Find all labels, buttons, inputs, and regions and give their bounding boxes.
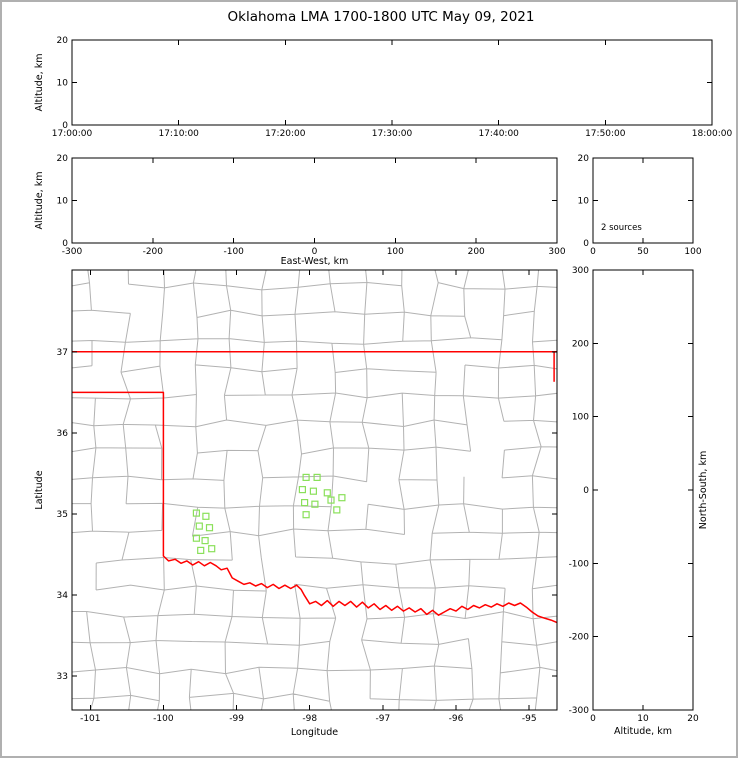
x-tick-label: 0	[590, 247, 596, 257]
x-tick-label: 18:00:00	[692, 129, 733, 139]
state-border	[72, 391, 557, 624]
y-tick-label: 33	[57, 672, 68, 682]
y-axis-label: Latitude	[34, 470, 45, 509]
x-tick-label: 300	[548, 247, 565, 257]
y-tick-label: 10	[57, 79, 69, 89]
figure-title: Oklahoma LMA 1700-1800 UTC May 09, 2021	[227, 9, 535, 25]
panel-border	[592, 157, 694, 244]
county-borders	[72, 270, 557, 710]
lma-source-marker	[202, 512, 210, 520]
lma-source-marker	[323, 489, 331, 497]
x-tick-label: 17:30:00	[372, 129, 413, 139]
plot-area-time-altitude[interactable]	[72, 40, 712, 125]
lma-source-marker	[309, 487, 317, 495]
x-axis-label: Altitude, km	[614, 726, 672, 737]
y-tick-label: 20	[57, 154, 69, 164]
x-tick-label: -95	[522, 714, 537, 724]
lma-source-marker	[195, 522, 203, 530]
x-tick-label: 17:10:00	[158, 129, 199, 139]
x-tick-label: -200	[143, 247, 164, 257]
x-tick-label: 17:00:00	[52, 129, 93, 139]
panel-border	[71, 157, 558, 244]
y-tick-label: 0	[583, 239, 589, 249]
lma-source-marker	[205, 524, 214, 532]
x-tick-label: 0	[590, 714, 596, 724]
x-tick-label: 17:40:00	[478, 129, 519, 139]
x-tick-label: -300	[62, 247, 83, 257]
x-axis-label: Longitude	[291, 727, 338, 738]
panel-alt-histogram: 0 50 100 0 10 20 2 sources	[578, 154, 702, 257]
plot-area-ns-altitude[interactable]	[593, 270, 693, 710]
x-tick-label: 17:50:00	[585, 129, 626, 139]
plot-area-plan-view-map[interactable]	[72, 270, 557, 710]
x-tick-label: 17:20:00	[265, 129, 306, 139]
lma-source-marker	[192, 534, 200, 542]
lma-source-marker	[302, 511, 310, 519]
y-tick-label: 10	[57, 197, 69, 207]
y-tick-label: -200	[569, 633, 590, 643]
x-axis-label: East-West, km	[281, 256, 349, 267]
y-axis-label: Altitude, km	[34, 172, 45, 230]
panel-border	[71, 39, 713, 126]
lma-source-marker	[311, 500, 319, 508]
lma-source-marker	[302, 473, 310, 481]
x-tick-label: 10	[637, 714, 649, 724]
panel-ew-altitude: -300 -200 -100 0 100 200 300 0 10 20 East-West, km…	[34, 154, 566, 267]
lma-source-marker	[208, 545, 216, 553]
y-tick-label: 10	[578, 197, 590, 207]
map-layers	[72, 270, 557, 710]
x-tick-label: -101	[80, 714, 100, 724]
lma-source-marker	[313, 473, 321, 481]
y-tick-label: 37	[57, 348, 68, 358]
y-axis-label: North-South, km	[698, 451, 709, 529]
y-tick-label: 100	[572, 413, 589, 423]
y-tick-label: 300	[572, 266, 589, 276]
lma-source-marker	[298, 486, 306, 494]
x-tick-label: -96	[449, 714, 464, 724]
lma-source-marker	[197, 546, 205, 555]
y-tick-label: 36	[57, 429, 69, 439]
y-tick-label: 34	[57, 591, 69, 601]
axis-ticks	[72, 270, 557, 710]
panel-ns-altitude: 0 10 20 -300 -200 -100 0 100 200 300 Altitude, km N…	[569, 266, 709, 737]
x-tick-label: 20	[687, 714, 699, 724]
annotation-source-count: 2 sources	[601, 223, 642, 233]
y-tick-label: 200	[572, 339, 589, 349]
x-tick-label: -98	[302, 714, 317, 724]
plot-area-alt-histogram[interactable]	[593, 158, 693, 243]
y-tick-label: -100	[569, 559, 590, 569]
x-tick-label: 200	[468, 247, 485, 257]
lma-source-marker	[338, 494, 346, 502]
y-axis-label: Altitude, km	[34, 54, 45, 112]
y-tick-label: 20	[578, 154, 590, 164]
x-tick-label: -97	[376, 714, 391, 724]
lma-source-marker	[201, 536, 209, 545]
lma-source-marker	[333, 506, 341, 514]
panel-border	[592, 269, 694, 711]
x-tick-label: 0	[312, 247, 318, 257]
panel-border	[71, 269, 558, 711]
panel-plan-view-map: -101 -100 -99 -98 -97 -96 -95 33 34 35 36 37 Longitu…	[34, 269, 558, 738]
x-tick-label: -99	[229, 714, 244, 724]
y-tick-label: 0	[62, 121, 68, 131]
x-tick-label: 100	[684, 247, 701, 257]
x-tick-label: -100	[153, 714, 174, 724]
plot-area-ew-altitude[interactable]	[72, 158, 557, 243]
y-tick-label: 35	[57, 510, 68, 520]
lma-source-marker	[192, 509, 200, 517]
lma-source-marker	[327, 496, 335, 504]
y-tick-label: 0	[583, 486, 589, 496]
y-tick-label: 0	[62, 239, 68, 249]
y-tick-label: -300	[569, 706, 590, 716]
x-tick-label: 50	[637, 247, 649, 257]
x-tick-label: 100	[387, 247, 404, 257]
lma-source-marker	[301, 499, 309, 507]
panel-time-altitude: 17:00:00 17:10:00 17:20:00 17:30:00 17:40:00…	[34, 36, 732, 139]
x-tick-label: -100	[223, 247, 244, 257]
y-tick-label: 20	[57, 36, 69, 46]
